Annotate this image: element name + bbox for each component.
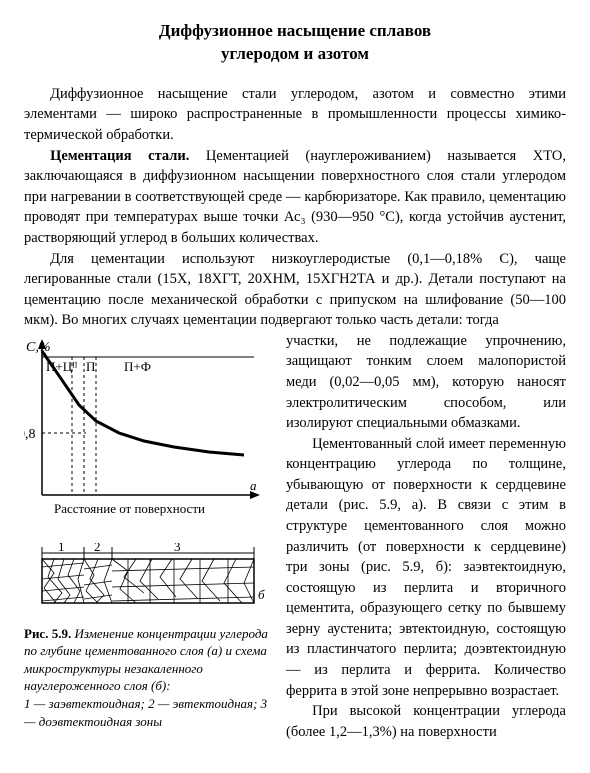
fig-caption-lines: 1 — заэвтектоидная; 2 — эвтектоидная; 3 … (24, 696, 267, 729)
title-line-1: Диффузионное насыщение сплавов (159, 21, 431, 40)
fig-a-ytick: 0,8 (24, 427, 36, 442)
figure-block: С,% 0,8 П+Цᴵᴵ П П+Ф а Расстояние от пове… (24, 335, 272, 730)
p2-lead: Цементация стали. (50, 148, 189, 164)
figure-b: 1 2 3 б (24, 543, 272, 619)
paragraph-3a: Для цементации используют низкоуглеродис… (24, 249, 566, 331)
page-title: Диффузионное насыщение сплавов углеродом… (24, 20, 566, 66)
fig-a-ylabel: С,% (26, 340, 51, 355)
title-line-2: углеродом и азотом (221, 44, 369, 63)
fig-a-region2: П (86, 359, 95, 374)
fig-a-region1: П+Цᴵᴵ (46, 359, 78, 374)
fig-a-region3: П+Ф (124, 359, 151, 374)
fig-a-sublabel: а (250, 478, 257, 493)
figure-a: С,% 0,8 П+Цᴵᴵ П П+Ф а Расстояние от пове… (24, 335, 272, 535)
figure-caption: Рис. 5.9. Изменение концентрации углерод… (24, 625, 272, 730)
figb-sublabel: б (258, 587, 265, 602)
paragraph-2: Цементация стали. Цементацией (науглерож… (24, 146, 566, 249)
fig-a-xlabel: Расстояние от поверхности (54, 501, 205, 516)
figb-z1: 1 (58, 543, 65, 554)
figb-z3: 3 (174, 543, 181, 554)
paragraph-1: Диффузионное насыщение стали углеродом, … (24, 84, 566, 146)
figb-z2: 2 (94, 543, 101, 554)
fig-caption-lead: Рис. 5.9. (24, 626, 71, 641)
